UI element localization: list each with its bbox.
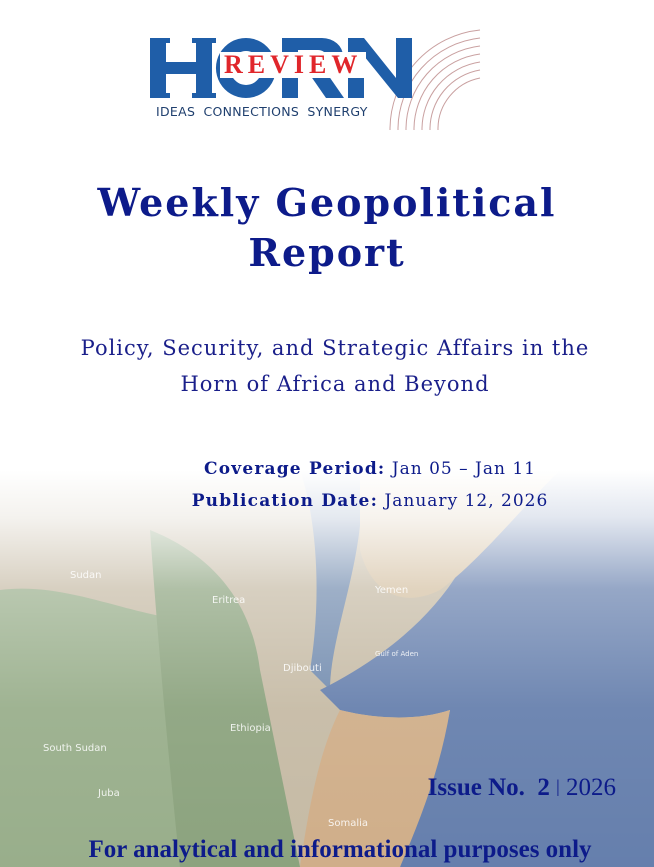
horn-review-logo: REVIEW IDEAS CONNECTIONS SYNERGY [150,28,481,130]
coverage-value: Jan 05 – Jan 11 [391,459,536,479]
map-label: Gulf of Aden [375,650,419,658]
report-title: Weekly Geopolitical Report [0,178,654,278]
background-map: Sudan Eritrea Yemen Djibouti Gulf of Ade… [0,470,654,867]
map-label: Djibouti [283,663,322,674]
issue-year: 2026 [566,774,616,801]
logo-review-text: REVIEW [220,52,367,78]
issue-value: 2 [537,774,550,801]
title-line-2: Report [248,230,406,275]
issue-separator: | [556,776,560,796]
report-meta: Coverage Period: Jan 05 – Jan 11 Publica… [0,453,654,517]
report-subtitle: Policy, Security, and Strategic Affairs … [0,330,654,402]
map-label: Juba [98,788,120,799]
map-label: Yemen [375,585,409,596]
subtitle-line-1: Policy, Security, and Strategic Affairs … [80,336,590,360]
coverage-label: Coverage Period: [203,459,386,479]
publication-date: Publication Date: January 12, 2026 [0,485,654,517]
title-line-1: Weekly Geopolitical [97,180,557,225]
map-label: South Sudan [43,743,107,754]
logo-arcs-graphic [389,29,481,130]
issue-label: Issue No. [427,774,525,801]
disclaimer: For analytical and informational purpose… [88,836,592,863]
map-fade-overlay [0,470,654,867]
coverage-period: Coverage Period: Jan 05 – Jan 11 [0,453,654,485]
publication-value: January 12, 2026 [384,491,549,511]
map-label: Sudan [70,570,102,581]
map-label: Eritrea [212,595,246,606]
subtitle-line-2: Horn of Africa and Beyond [180,372,490,396]
issue-number: Issue No. 2 | 2026 [428,774,616,802]
logo-tagline: IDEAS CONNECTIONS SYNERGY [156,104,368,119]
publication-label: Publication Date: [191,491,379,511]
map-label: Somalia [328,818,369,829]
map-label: Ethiopia [230,723,271,734]
